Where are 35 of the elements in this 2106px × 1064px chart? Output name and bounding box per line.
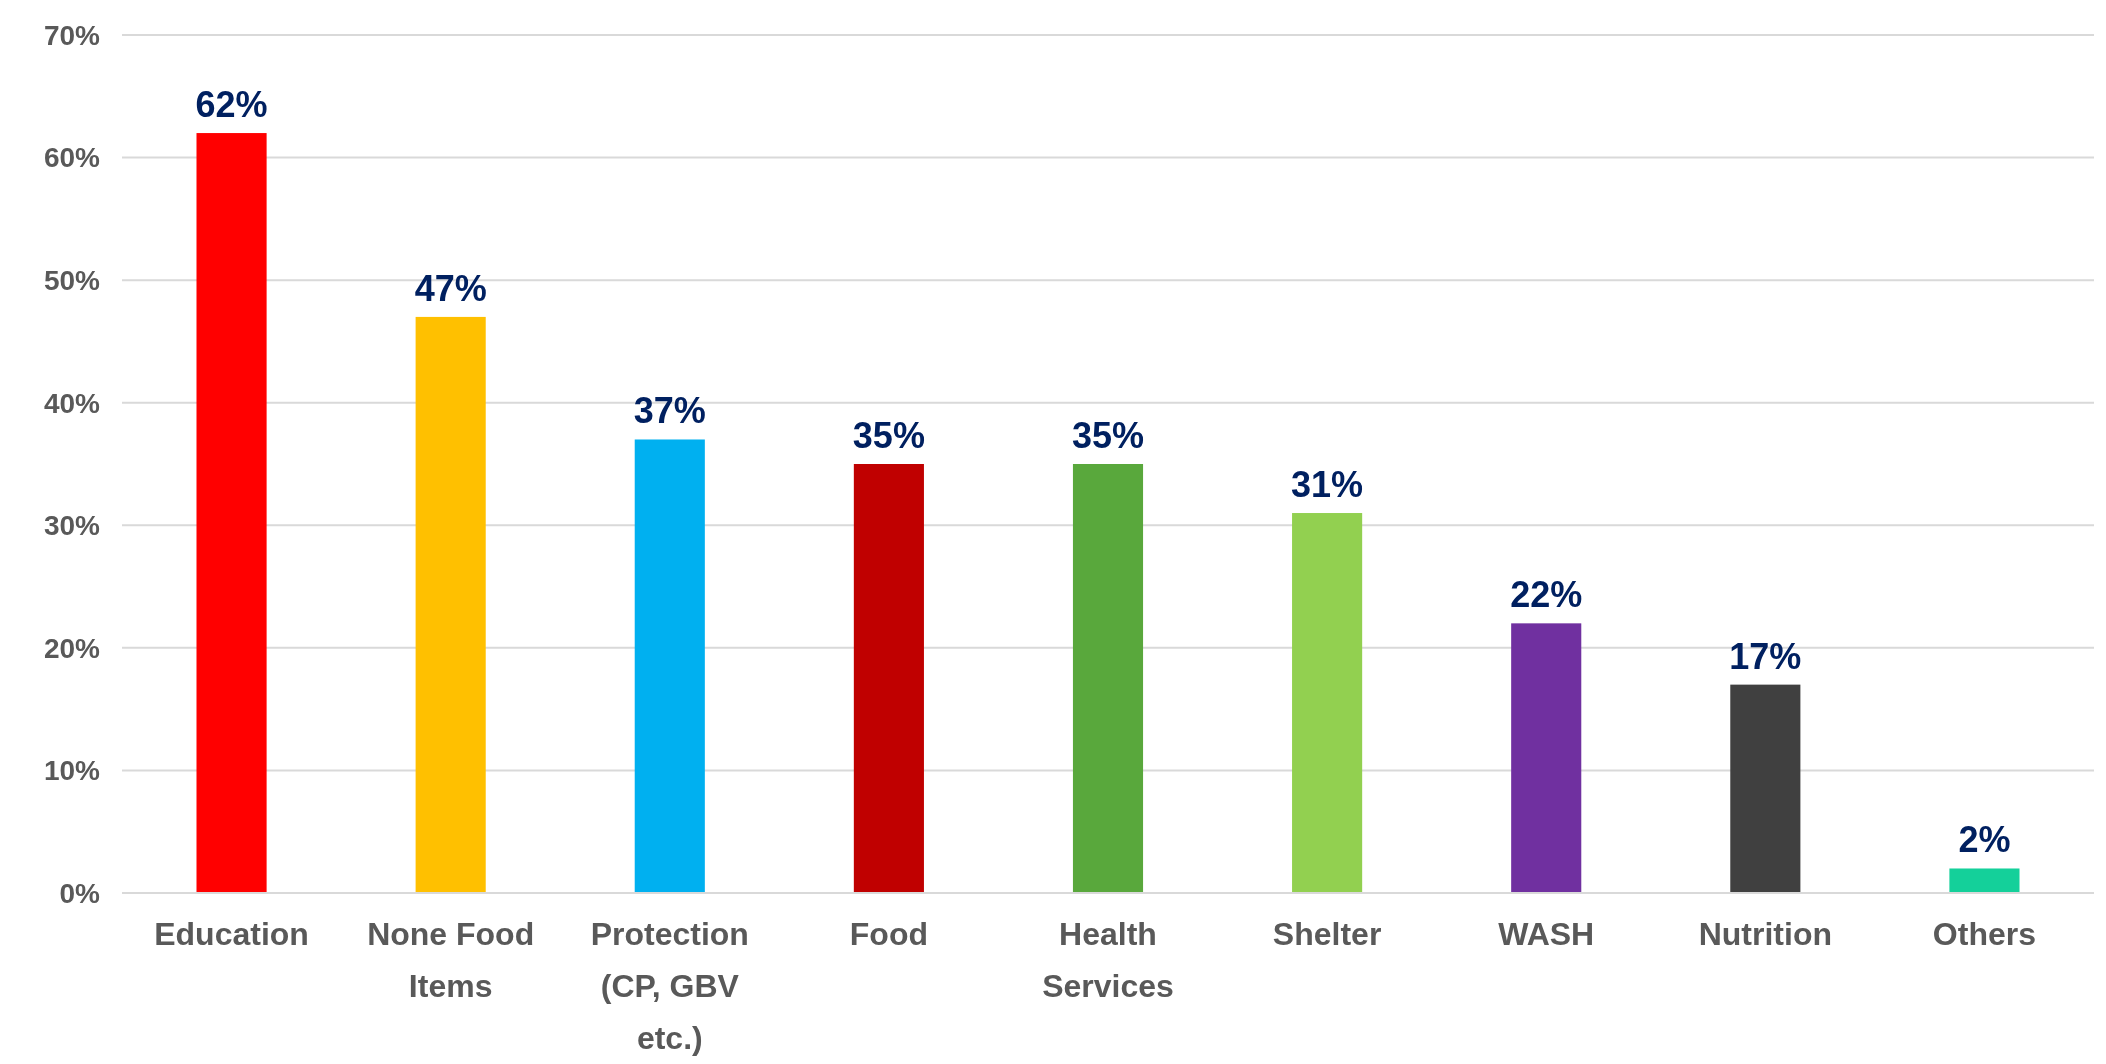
x-tick-label: Food: [849, 916, 928, 952]
y-tick-label: 70%: [43, 19, 101, 51]
data-label: 35%: [852, 415, 925, 456]
bar: [853, 464, 924, 893]
y-tick-label: 30%: [43, 510, 101, 542]
x-tick-label: Others: [1932, 916, 2037, 952]
x-tick-label: WASH: [1498, 916, 1595, 952]
bar: [415, 316, 486, 893]
bar: [1730, 684, 1801, 893]
data-label: 35%: [1071, 415, 1145, 456]
y-tick-label: 20%: [43, 632, 101, 664]
data-label: 17%: [1729, 635, 1802, 677]
data-label: 31%: [1291, 464, 1364, 506]
data-label: 47%: [414, 267, 487, 309]
y-tick-label: 0%: [59, 877, 101, 909]
x-tick-label: None Food Items: [367, 916, 535, 1004]
data-label: 22%: [1510, 574, 1583, 616]
bar: [634, 439, 705, 893]
data-label: 62%: [195, 84, 268, 126]
bar: [1292, 513, 1363, 893]
bar: [196, 133, 267, 893]
bar: [1511, 623, 1582, 893]
bar: [1072, 464, 1144, 893]
y-tick-label: 10%: [43, 755, 101, 787]
x-tick-label: Education: [154, 916, 309, 952]
bar: [1949, 868, 2020, 893]
y-tick-label: 60%: [43, 142, 101, 174]
x-tick-label: Nutrition: [1698, 916, 1832, 952]
x-tick-label: Shelter: [1272, 916, 1382, 952]
data-label: 2%: [1958, 819, 2011, 861]
x-tick-label: Health Services: [1042, 916, 1174, 1004]
data-label: 37%: [633, 390, 706, 432]
y-tick-label: 50%: [43, 264, 101, 296]
y-tick-label: 40%: [43, 387, 101, 419]
x-tick-label: Protection (CP, GBV etc.): [590, 916, 749, 1056]
